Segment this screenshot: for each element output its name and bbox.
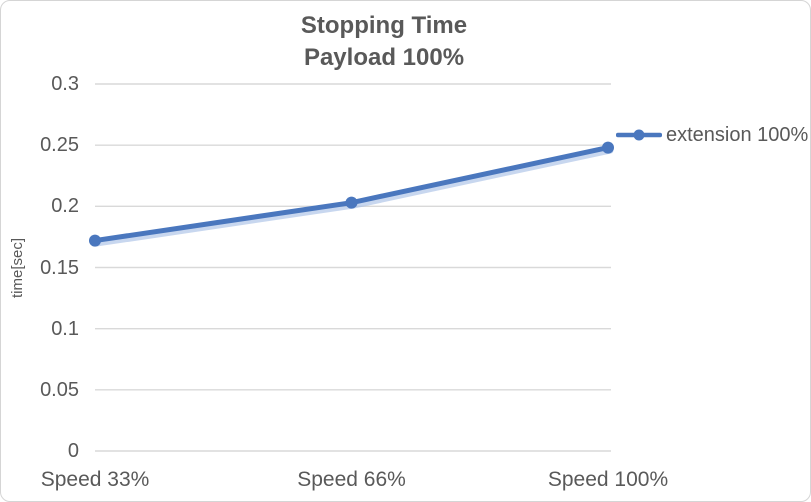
y-tick-label: 0.3 <box>51 73 79 95</box>
y-tick-label: 0.2 <box>51 195 79 218</box>
series-line <box>92 145 611 244</box>
y-tick-label: 0.05 <box>40 378 79 401</box>
data-point-marker <box>602 141 614 154</box>
y-tick-label: 0 <box>67 440 79 462</box>
data-point-marker <box>89 234 101 247</box>
chart-title-block: Stopping Time Payload 100% <box>1 10 767 74</box>
chart-title: Stopping Time <box>300 12 468 39</box>
legend-line-marker-icon <box>616 129 662 141</box>
y-tick-label: 0.15 <box>40 256 79 279</box>
y-tick-label: 0.1 <box>51 317 79 340</box>
x-axis-label: Speed 33% <box>40 468 150 491</box>
legend: extension 100% <box>616 122 808 148</box>
y-tick-label: 0.25 <box>40 134 79 157</box>
data-point-marker <box>345 196 358 209</box>
x-axis-label: Speed 100% <box>547 468 669 491</box>
x-axis-label: Speed 66% <box>297 468 406 491</box>
legend-label: extension 100% <box>666 124 809 146</box>
chart-subtitle: Payload 100% <box>303 44 465 71</box>
